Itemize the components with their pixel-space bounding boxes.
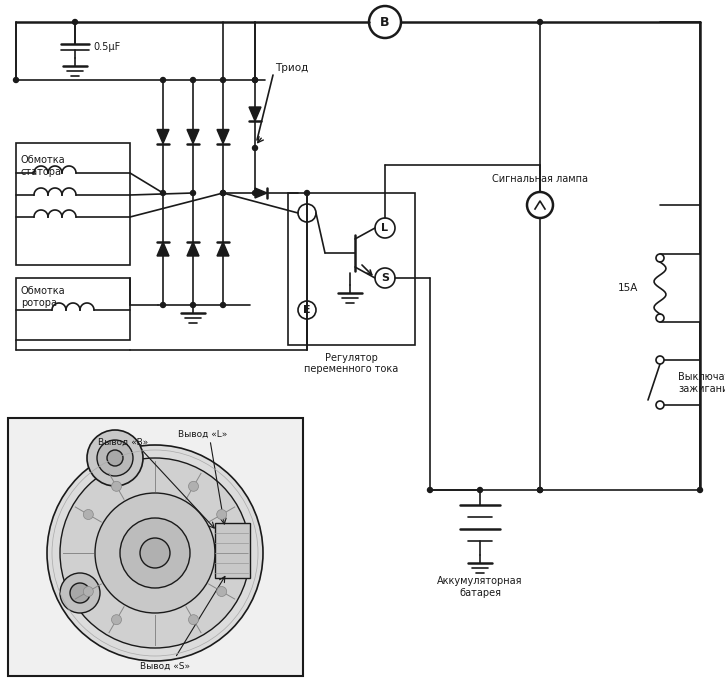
Circle shape <box>252 77 257 83</box>
Circle shape <box>191 77 196 83</box>
Circle shape <box>252 146 257 150</box>
Polygon shape <box>217 129 229 144</box>
Text: батарея: батарея <box>459 588 501 598</box>
Text: S: S <box>381 273 389 283</box>
Circle shape <box>220 191 225 196</box>
Circle shape <box>217 586 227 596</box>
Circle shape <box>97 440 133 476</box>
Text: Аккумуляторная: Аккумуляторная <box>437 576 523 586</box>
Circle shape <box>188 615 199 624</box>
Polygon shape <box>255 188 267 198</box>
Circle shape <box>220 77 225 83</box>
Bar <box>16 143 130 265</box>
Circle shape <box>220 302 225 308</box>
Circle shape <box>537 488 542 492</box>
Circle shape <box>697 488 703 492</box>
Circle shape <box>83 510 94 520</box>
Text: Вывод «L»: Вывод «L» <box>178 430 228 438</box>
Text: переменного тока: переменного тока <box>304 364 399 374</box>
Circle shape <box>160 191 165 196</box>
Circle shape <box>537 488 542 492</box>
Circle shape <box>160 302 165 308</box>
Text: 0.5μF: 0.5μF <box>93 42 120 52</box>
Circle shape <box>656 314 664 322</box>
Circle shape <box>191 191 196 196</box>
Text: L: L <box>381 223 389 233</box>
Circle shape <box>47 445 263 661</box>
Circle shape <box>160 77 165 83</box>
Circle shape <box>60 458 250 648</box>
Circle shape <box>478 488 483 492</box>
Text: Триод: Триод <box>275 63 308 73</box>
Text: Обмотка
ротора: Обмотка ротора <box>21 286 66 308</box>
Text: зажигания: зажигания <box>678 384 725 395</box>
Bar <box>288 193 415 345</box>
Circle shape <box>95 493 215 613</box>
Text: Вывод «S»: Вывод «S» <box>140 661 190 670</box>
Circle shape <box>14 77 19 83</box>
Circle shape <box>188 482 199 491</box>
Circle shape <box>304 191 310 196</box>
Bar <box>8 418 303 676</box>
Polygon shape <box>249 107 261 121</box>
Circle shape <box>656 401 664 409</box>
Circle shape <box>60 573 100 613</box>
Text: B: B <box>380 16 390 29</box>
Circle shape <box>83 586 94 596</box>
Polygon shape <box>157 242 169 256</box>
Circle shape <box>220 191 225 196</box>
Polygon shape <box>217 242 229 256</box>
Circle shape <box>107 450 123 466</box>
Text: E: E <box>303 305 311 315</box>
Circle shape <box>140 538 170 568</box>
Circle shape <box>217 510 227 520</box>
Circle shape <box>70 583 90 603</box>
Polygon shape <box>157 129 169 144</box>
Circle shape <box>112 482 122 491</box>
Text: 15A: 15A <box>618 283 638 293</box>
Circle shape <box>87 430 143 486</box>
Text: Выключатель: Выключатель <box>678 373 725 382</box>
Circle shape <box>191 302 196 308</box>
Bar <box>16 278 130 340</box>
Polygon shape <box>187 242 199 256</box>
Text: Регулятор: Регулятор <box>325 353 378 363</box>
Text: Сигнальная лампа: Сигнальная лампа <box>492 174 588 184</box>
Circle shape <box>120 518 190 588</box>
Circle shape <box>428 488 433 492</box>
Circle shape <box>252 77 257 83</box>
Polygon shape <box>187 129 199 144</box>
Circle shape <box>656 254 664 262</box>
Circle shape <box>537 20 542 25</box>
Text: Вывод «B»: Вывод «B» <box>98 438 148 447</box>
Circle shape <box>252 191 257 196</box>
Bar <box>215 523 250 578</box>
Circle shape <box>112 615 122 624</box>
Circle shape <box>656 356 664 364</box>
Circle shape <box>72 20 78 25</box>
Text: Обмотка
статора: Обмотка статора <box>21 155 66 176</box>
